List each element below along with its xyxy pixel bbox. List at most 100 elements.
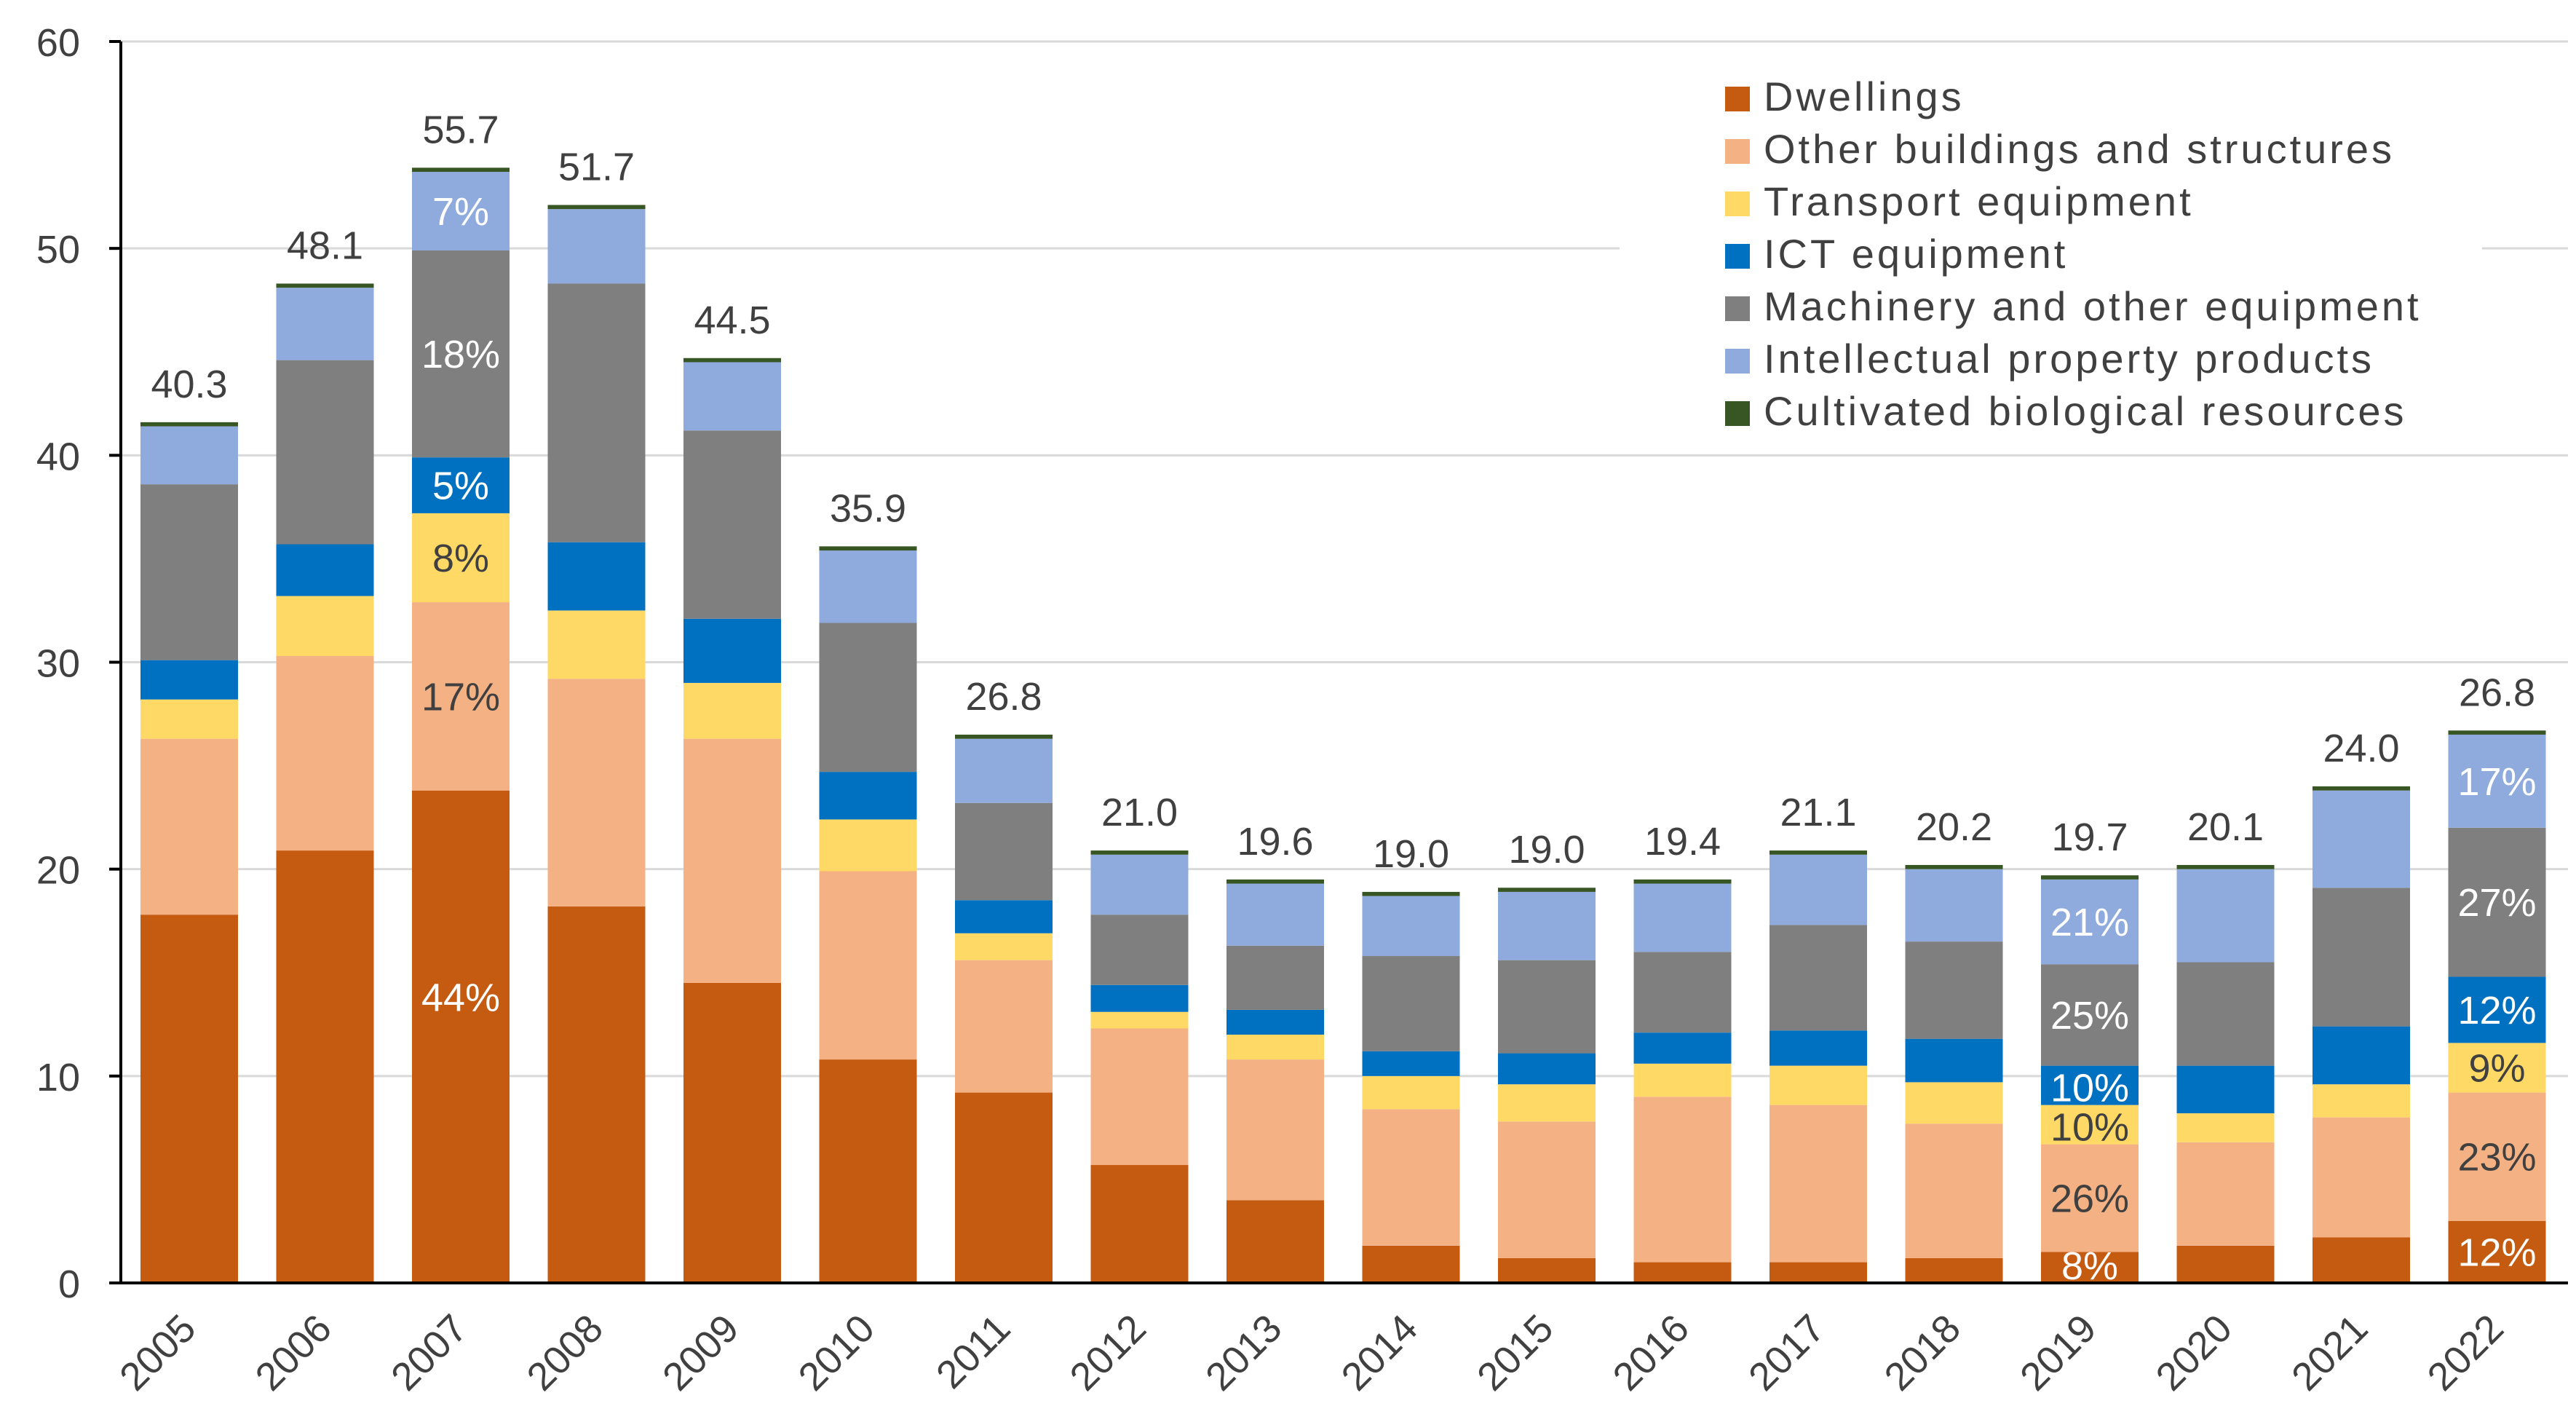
bar-segment (1362, 956, 1460, 1051)
total-label: 19.7 (2051, 815, 2128, 859)
legend-label: ICT equipment (1764, 231, 2068, 277)
bar-segment (547, 205, 646, 210)
bar-segment (2176, 869, 2275, 963)
legend-swatch (1725, 191, 1750, 216)
total-label: 19.0 (1373, 832, 1449, 876)
bar-segment (1769, 1262, 1867, 1283)
gridlines (121, 40, 2568, 1078)
total-label: 48.1 (287, 224, 363, 267)
bar-segment (1090, 915, 1189, 985)
bar-segment (2313, 1117, 2410, 1238)
bar-segment (819, 1059, 917, 1283)
y-tick-label: 40 (36, 435, 80, 478)
x-tick-label: 2020 (2148, 1306, 2240, 1399)
bar-segment (1226, 1200, 1324, 1283)
bar-segment (2041, 875, 2139, 880)
total-label: 40.3 (151, 363, 227, 406)
bar-segment (1769, 1105, 1867, 1263)
bar-segment (1905, 864, 2003, 869)
total-label: 35.9 (830, 486, 906, 530)
bar-segment (2041, 1105, 2139, 1145)
x-tick-label: 2016 (1605, 1306, 1697, 1399)
bar-segment (955, 960, 1053, 1093)
share-label: 17% (2457, 760, 2536, 804)
legend-swatch (1725, 244, 1750, 269)
x-tick-label: 2021 (2283, 1306, 2376, 1399)
bar-segment (1090, 984, 1189, 1012)
legend-swatch (1725, 401, 1750, 426)
bar-segment (1090, 854, 1189, 915)
bar-segment (1633, 952, 1732, 1033)
bar-segment (547, 542, 646, 611)
bar-segment (955, 734, 1053, 739)
bar-segment (2448, 1220, 2546, 1283)
share-label: 7% (432, 190, 489, 234)
bar-segment (276, 360, 374, 545)
x-tick-label: 2014 (1333, 1306, 1426, 1399)
total-label: 19.6 (1237, 820, 1313, 864)
bar-segment (819, 623, 917, 773)
bar-segment (2313, 786, 2410, 791)
bar-segment (2313, 790, 2410, 888)
y-tick-label: 30 (36, 642, 80, 686)
bar-segment (1633, 1032, 1732, 1064)
bar-segment (1905, 869, 2003, 942)
bar-segment (955, 933, 1053, 960)
bar-segment (276, 655, 374, 851)
bar-segment (140, 484, 238, 660)
y-tick-label: 10 (36, 1056, 80, 1099)
bar-segment (2176, 962, 2275, 1066)
bar-segment (955, 900, 1053, 933)
x-tick-label: 2018 (1876, 1306, 1969, 1399)
total-label: 20.2 (1916, 805, 1992, 849)
legend-label: Dwellings (1764, 74, 1965, 119)
bar-segment (819, 871, 917, 1060)
bar-segment (140, 699, 238, 739)
bar-segment (547, 906, 646, 1283)
x-tick-label: 2019 (2012, 1306, 2104, 1399)
bar-segment (412, 602, 510, 791)
bar-segment (2313, 1084, 2410, 1118)
share-label: 21% (2050, 901, 2129, 944)
share-label: 12% (2457, 1231, 2536, 1274)
bar-segment (1633, 883, 1732, 952)
bar-segment (140, 915, 238, 1283)
bar-segment (1362, 1245, 1460, 1283)
bar-segment (1498, 1257, 1596, 1283)
bar-segment (547, 283, 646, 542)
total-label: 26.8 (965, 675, 1042, 719)
bar-segment (1633, 1262, 1732, 1283)
bar-segment (1226, 883, 1324, 946)
bar-segment (955, 802, 1053, 901)
share-label: 8% (2061, 1244, 2118, 1288)
x-tick-label: 2005 (111, 1306, 204, 1399)
bar-segment (819, 546, 917, 551)
x-tick-label: 2017 (1740, 1306, 1833, 1399)
bar-segment (1362, 896, 1460, 957)
bar-segment (412, 513, 510, 603)
share-label: 17% (421, 675, 500, 719)
bar-segment (819, 550, 917, 623)
share-label: 12% (2457, 989, 2536, 1032)
bar-segment (2176, 1142, 2275, 1246)
bar-segment (955, 738, 1053, 803)
y-tick-label: 20 (36, 849, 80, 893)
share-label: 26% (2050, 1177, 2129, 1220)
bar-segment (2176, 1113, 2275, 1142)
bar-segment (683, 430, 781, 619)
x-tick-label: 2022 (2420, 1306, 2512, 1399)
bar-segment (1633, 879, 1732, 884)
bar-segment (412, 172, 510, 251)
legend-label: Cultivated biological resources (1764, 388, 2407, 434)
bar-segment (683, 982, 781, 1283)
total-label: 19.4 (1644, 820, 1721, 864)
legend-label: Other buildings and structures (1764, 126, 2395, 172)
x-tick-label: 2011 (928, 1306, 1019, 1397)
legend-box (1620, 67, 2482, 446)
bar-segment (1905, 1038, 2003, 1083)
bar-segment (819, 819, 917, 872)
bar-segment (140, 422, 238, 427)
share-label: 18% (421, 333, 500, 376)
bar-segment (276, 850, 374, 1283)
